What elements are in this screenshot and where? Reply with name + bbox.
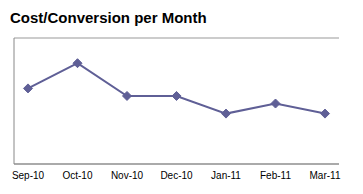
svg-text:Oct-10: Oct-10 xyxy=(62,170,92,181)
svg-text:Feb-11: Feb-11 xyxy=(260,170,291,181)
svg-text:Nov-10: Nov-10 xyxy=(111,170,144,181)
svg-text:Jan-11: Jan-11 xyxy=(211,170,241,181)
html-text:Cost/Conversion per Month: Cost/Conversion per Month xyxy=(10,9,207,26)
svg-text:Dec-10: Dec-10 xyxy=(160,170,193,181)
svg-text:Mar-11: Mar-11 xyxy=(310,170,341,181)
svg-text:Sep-10: Sep-10 xyxy=(12,170,45,181)
